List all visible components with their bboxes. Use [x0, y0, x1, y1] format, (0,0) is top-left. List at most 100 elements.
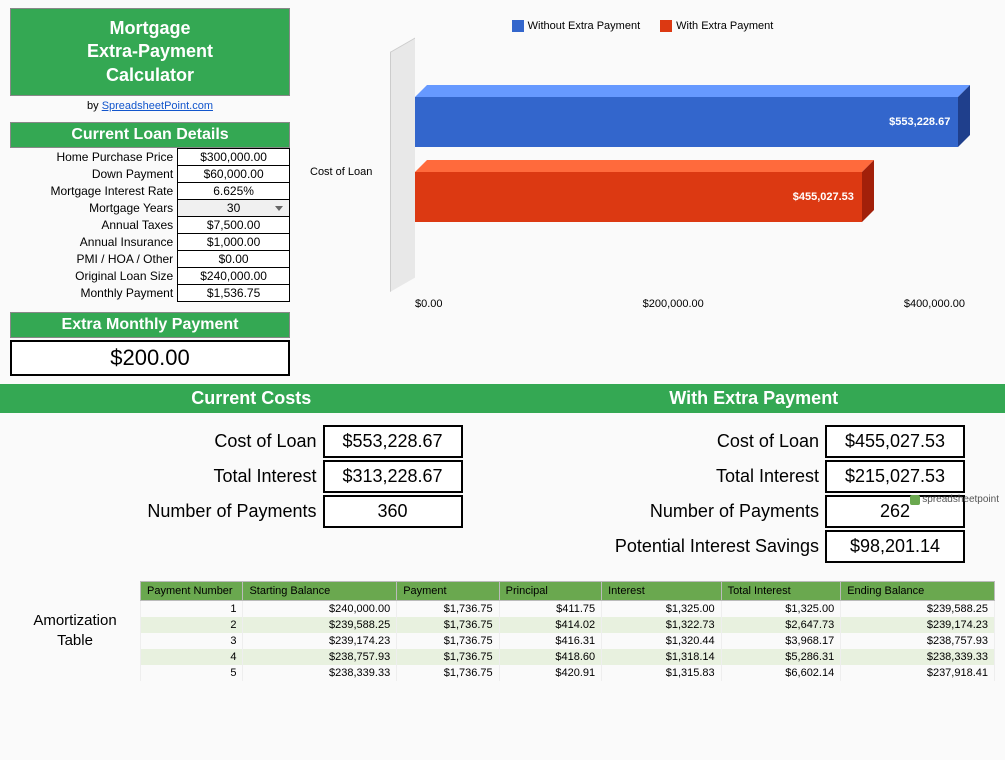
- compare-label: Total Interest: [213, 466, 322, 487]
- amort-column-header: Starting Balance: [243, 582, 397, 601]
- calculator-title: Mortgage Extra-Payment Calculator: [10, 8, 290, 96]
- compare-row: Total Interest$313,228.67: [0, 460, 463, 493]
- amort-cell: $1,322.73: [602, 617, 722, 633]
- chart-bar: $553,228.67: [415, 97, 958, 147]
- compare-row: Number of Payments360: [0, 495, 463, 528]
- compare-left-col: Cost of Loan$553,228.67Total Interest$31…: [0, 423, 503, 565]
- compare-row: Cost of Loan$455,027.53: [503, 425, 966, 458]
- title-line-3: Calculator: [15, 64, 285, 87]
- compare-value: $215,027.53: [825, 460, 965, 493]
- extra-payment-value[interactable]: $200.00: [10, 340, 290, 376]
- amort-cell: 1: [141, 601, 243, 618]
- amort-column-header: Payment: [397, 582, 499, 601]
- compare-left-header: Current Costs: [0, 384, 503, 413]
- watermark: spreadsheetpoint: [910, 494, 999, 505]
- compare-value: $313,228.67: [323, 460, 463, 493]
- legend-swatch: [660, 20, 672, 32]
- amortization-table: Payment NumberStarting BalancePaymentPri…: [140, 581, 995, 681]
- loan-detail-label: Down Payment: [10, 166, 178, 183]
- amortization-title: Amortization Table: [10, 581, 140, 681]
- amort-cell: $1,736.75: [397, 617, 499, 633]
- chart-bar: $455,027.53: [415, 172, 862, 222]
- amort-cell: 5: [141, 665, 243, 681]
- amort-title-1: Amortization: [10, 611, 140, 631]
- loan-detail-label: PMI / HOA / Other: [10, 251, 178, 268]
- compare-label: Cost of Loan: [717, 431, 825, 452]
- amort-cell: $420.91: [499, 665, 601, 681]
- loan-detail-label: Monthly Payment: [10, 285, 178, 302]
- amort-cell: $239,588.25: [841, 601, 995, 618]
- legend-item: Without Extra Payment: [512, 20, 641, 32]
- chart-area: Without Extra PaymentWith Extra Payment …: [300, 0, 1005, 384]
- loan-detail-value[interactable]: $0.00: [178, 251, 290, 268]
- amort-cell: $414.02: [499, 617, 601, 633]
- loan-detail-value[interactable]: $240,000.00: [178, 268, 290, 285]
- legend-label: Without Extra Payment: [528, 20, 641, 32]
- amort-cell: $239,588.25: [243, 617, 397, 633]
- amort-column-header: Total Interest: [721, 582, 841, 601]
- legend-label: With Extra Payment: [676, 20, 773, 32]
- amort-cell: $5,286.31: [721, 649, 841, 665]
- compare-value: 360: [323, 495, 463, 528]
- amort-column-header: Ending Balance: [841, 582, 995, 601]
- byline-link[interactable]: SpreadsheetPoint.com: [102, 100, 213, 112]
- table-row: 1$240,000.00$1,736.75$411.75$1,325.00$1,…: [141, 601, 995, 618]
- chart-y-label: Cost of Loan: [310, 166, 372, 178]
- chart-axis-wall: [390, 38, 415, 292]
- chart-canvas: $553,228.67 $455,027.53: [390, 52, 965, 292]
- amort-cell: $238,339.33: [243, 665, 397, 681]
- compare-value: $98,201.14: [825, 530, 965, 563]
- loan-details-header: Current Loan Details: [10, 122, 290, 148]
- loan-details-table: Home Purchase Price$300,000.00Down Payme…: [10, 148, 290, 302]
- compare-body: Cost of Loan$553,228.67Total Interest$31…: [0, 413, 1005, 575]
- compare-label: Potential Interest Savings: [615, 536, 825, 557]
- amort-cell: $2,647.73: [721, 617, 841, 633]
- x-tick-label: $200,000.00: [643, 298, 704, 310]
- byline: by SpreadsheetPoint.com: [10, 96, 290, 122]
- legend-swatch: [512, 20, 524, 32]
- amort-cell: $237,918.41: [841, 665, 995, 681]
- loan-detail-value[interactable]: $7,500.00: [178, 217, 290, 234]
- amort-cell: 4: [141, 649, 243, 665]
- loan-detail-label: Mortgage Interest Rate: [10, 183, 178, 200]
- loan-detail-value[interactable]: 6.625%: [178, 183, 290, 200]
- compare-row: Potential Interest Savings$98,201.14: [503, 530, 966, 563]
- amort-cell: $1,736.75: [397, 649, 499, 665]
- loan-detail-value[interactable]: 30: [178, 200, 290, 217]
- amort-cell: $416.31: [499, 633, 601, 649]
- amort-cell: $1,325.00: [721, 601, 841, 618]
- loan-detail-label: Original Loan Size: [10, 268, 178, 285]
- amort-title-2: Table: [10, 631, 140, 651]
- compare-label: Cost of Loan: [214, 431, 322, 452]
- amort-cell: $418.60: [499, 649, 601, 665]
- compare-label: Number of Payments: [650, 501, 825, 522]
- amort-cell: $1,315.83: [602, 665, 722, 681]
- amort-column-header: Principal: [499, 582, 601, 601]
- amort-cell: $411.75: [499, 601, 601, 618]
- watermark-icon: [910, 495, 920, 505]
- loan-detail-label: Home Purchase Price: [10, 149, 178, 166]
- amort-cell: $238,339.33: [841, 649, 995, 665]
- loan-detail-label: Mortgage Years: [10, 200, 178, 217]
- amort-cell: $240,000.00: [243, 601, 397, 618]
- loan-detail-value[interactable]: $300,000.00: [178, 149, 290, 166]
- bar-value-label: $455,027.53: [793, 191, 854, 203]
- loan-detail-value[interactable]: $1,536.75: [178, 285, 290, 302]
- amort-column-header: Payment Number: [141, 582, 243, 601]
- loan-detail-label: Annual Taxes: [10, 217, 178, 234]
- chart-x-axis: $0.00$200,000.00$400,000.00: [415, 292, 965, 310]
- amort-cell: $1,736.75: [397, 665, 499, 681]
- compare-header-row: Current Costs With Extra Payment: [0, 384, 1005, 413]
- title-line-2: Extra-Payment: [15, 40, 285, 63]
- compare-row: Cost of Loan$553,228.67: [0, 425, 463, 458]
- x-tick-label: $0.00: [415, 298, 443, 310]
- chart-plot: $553,228.67 $455,027.53: [415, 52, 965, 292]
- compare-row: Total Interest$215,027.53: [503, 460, 966, 493]
- watermark-text: spreadsheetpoint: [922, 494, 999, 505]
- loan-detail-value[interactable]: $1,000.00: [178, 234, 290, 251]
- loan-detail-value[interactable]: $60,000.00: [178, 166, 290, 183]
- table-row: 5$238,339.33$1,736.75$420.91$1,315.83$6,…: [141, 665, 995, 681]
- amort-cell: $239,174.23: [841, 617, 995, 633]
- bar-value-label: $553,228.67: [889, 116, 950, 128]
- amort-cell: $1,320.44: [602, 633, 722, 649]
